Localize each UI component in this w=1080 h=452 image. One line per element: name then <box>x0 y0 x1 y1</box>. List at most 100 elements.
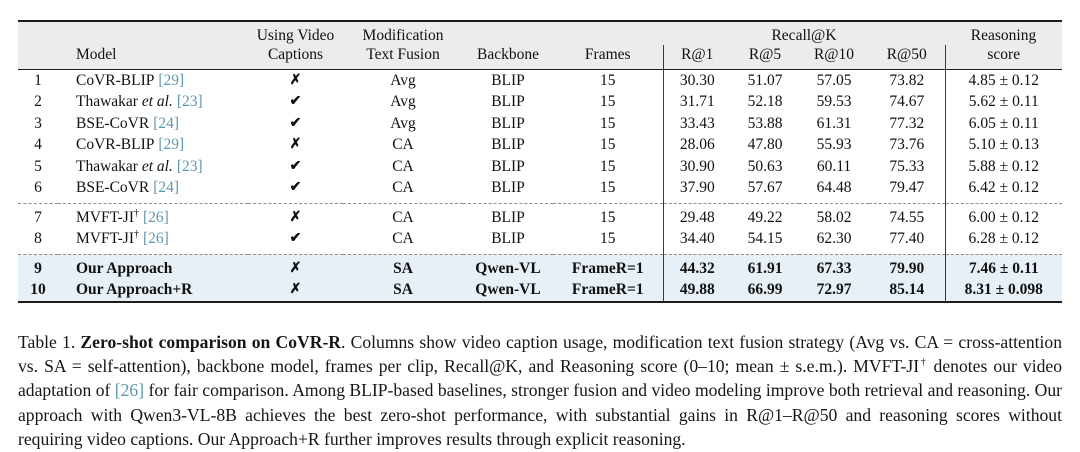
reasoning-cell: 6.00 ± 0.12 <box>944 202 1062 229</box>
r1-cell: 29.48 <box>662 202 731 229</box>
table-row: 5 Thawakar et al. [23] ✔ CA BLIP 15 30.90… <box>18 156 1062 178</box>
r5-cell: 50.63 <box>747 157 783 175</box>
reasoning-cell: 5.10 ± 0.13 <box>944 134 1062 156</box>
header-frames-spacer <box>553 21 663 45</box>
backbone-cell: Qwen-VL <box>463 253 553 280</box>
r50-cell: 79.90 <box>869 253 945 280</box>
table-row: 8 MVFT-JI† [26] ✔ CA BLIP 15 34.40 54.15 … <box>18 228 1062 254</box>
fusion-cell: CA <box>392 179 414 196</box>
header-backbone: Backbone <box>463 45 553 70</box>
row-number: 4 <box>34 136 42 153</box>
citation-link[interactable]: [29] <box>158 136 185 153</box>
citation-link[interactable]: [23] <box>176 93 203 110</box>
backbone-cell: BLIP <box>463 202 553 229</box>
header-r50: R@50 <box>869 45 945 70</box>
row-number: 8 <box>34 230 42 247</box>
model-name: Thawakar <box>76 93 142 110</box>
reasoning-cell: 8.31 ± 0.098 <box>944 279 1062 302</box>
fusion-cell: CA <box>392 136 414 153</box>
frames-cell: 15 <box>600 136 616 153</box>
check-icon: ✔ <box>289 231 302 246</box>
header-r5: R@5 <box>731 45 799 70</box>
r10-cell: 55.93 <box>816 136 852 153</box>
caption-label: Table 1. <box>18 331 81 352</box>
reasoning-cell: 5.88 ± 0.12 <box>944 156 1062 178</box>
citation-link[interactable]: [29] <box>158 71 185 89</box>
fusion-cell: Avg <box>390 93 416 110</box>
header-frames: Frames <box>553 45 663 70</box>
r1-cell: 28.06 <box>662 134 731 156</box>
header-r10: R@10 <box>799 45 869 70</box>
table-caption: Table 1. Zero-shot comparison on CoVR-R.… <box>18 330 1062 452</box>
model-name: Thawakar <box>76 157 142 175</box>
frames-cell: 15 <box>600 230 616 247</box>
table-row-highlighted: 10 Our Approach+R ✗ SA Qwen-VL FrameR=1 … <box>18 279 1062 302</box>
backbone-cell: BLIP <box>491 157 525 175</box>
check-icon: ✔ <box>289 158 302 174</box>
header-r1: R@1 <box>662 45 731 70</box>
r1-cell: 34.40 <box>662 228 731 254</box>
header-captions-line1: Using Video <box>256 27 335 44</box>
header-fusion-line2: Text Fusion <box>343 45 463 70</box>
r1-cell: 30.30 <box>662 69 731 92</box>
citation-link[interactable]: [24] <box>153 179 180 196</box>
table-row: 4 CoVR-BLIP [29] ✗ CA BLIP 15 28.06 47.80… <box>18 134 1062 157</box>
header-model: Model <box>58 45 248 70</box>
frames-cell: 15 <box>600 179 616 196</box>
fusion-cell: SA <box>343 253 463 280</box>
frames-cell: 15 <box>600 93 616 110</box>
cross-icon: ✗ <box>248 202 343 229</box>
r10-cell: 72.97 <box>799 279 869 302</box>
r10-cell: 61.31 <box>816 114 852 132</box>
model-cell: Thawakar et al. [23] <box>76 93 203 110</box>
backbone-cell: BLIP <box>491 93 525 110</box>
row-number: 7 <box>18 202 58 229</box>
fusion-cell: CA <box>392 157 414 175</box>
reasoning-cell: 6.05 ± 0.11 <box>944 113 1062 135</box>
r50-cell: 77.40 <box>889 230 925 247</box>
model-cell: CoVR-BLIP [29] <box>58 135 248 157</box>
r10-cell: 60.11 <box>816 157 852 175</box>
header-captions-line2: Captions <box>248 45 343 70</box>
model-cell: CoVR-BLIP [29] <box>58 70 248 92</box>
header-num-spacer <box>18 21 58 45</box>
r5-cell: 47.80 <box>747 136 783 153</box>
reasoning-cell: 6.42 ± 0.12 <box>944 177 1062 203</box>
reasoning-cell: 6.28 ± 0.12 <box>944 228 1062 254</box>
table-row: 7 MVFT-JI† [26] ✗ CA BLIP 15 29.48 49.22 … <box>18 202 1062 229</box>
reasoning-cell: 7.46 ± 0.11 <box>944 253 1062 280</box>
header-recall-group: Recall@K <box>771 27 837 44</box>
model-cell: Our Approach <box>58 253 248 280</box>
r1-cell: 44.32 <box>662 253 731 280</box>
dagger-mark: † <box>919 357 928 369</box>
r5-cell: 51.07 <box>747 71 783 89</box>
cross-icon: ✗ <box>248 253 343 280</box>
fusion-cell: Avg <box>390 114 416 132</box>
model-cell: MVFT-JI† [26] <box>58 202 248 229</box>
row-number: 5 <box>34 157 42 175</box>
model-name: MVFT-JI <box>76 208 134 226</box>
citation-link[interactable]: [26] <box>143 208 169 226</box>
citation-link[interactable]: [26] <box>143 230 169 247</box>
caption-title: Zero-shot comparison on CoVR-R <box>80 331 342 352</box>
r50-cell: 77.32 <box>889 114 925 132</box>
r50-cell: 74.55 <box>869 202 945 229</box>
cross-icon: ✗ <box>289 137 302 152</box>
table-row: 3 BSE-CoVR [24] ✔ Avg BLIP 15 33.43 53.88… <box>18 113 1062 135</box>
row-number: 6 <box>34 179 42 196</box>
citation-link[interactable]: [23] <box>176 157 203 175</box>
cross-icon: ✗ <box>248 279 343 302</box>
frames-cell: 15 <box>600 157 616 175</box>
header-backbone-spacer <box>463 21 553 45</box>
citation-link[interactable]: [24] <box>153 114 180 132</box>
header-reasoning-line1: Reasoning <box>970 27 1037 44</box>
frames-cell: FrameR=1 <box>553 253 663 280</box>
r10-cell: 67.33 <box>799 253 869 280</box>
backbone-cell: BLIP <box>491 136 525 153</box>
citation-link[interactable]: [26] <box>114 380 145 401</box>
model-name: Our Approach+R <box>76 281 193 298</box>
model-name: BSE-CoVR <box>76 179 150 196</box>
fusion-cell: CA <box>343 202 463 229</box>
r5-cell: 54.15 <box>747 230 783 247</box>
table-row: 6 BSE-CoVR [24] ✔ CA BLIP 15 37.90 57.67 … <box>18 177 1062 203</box>
